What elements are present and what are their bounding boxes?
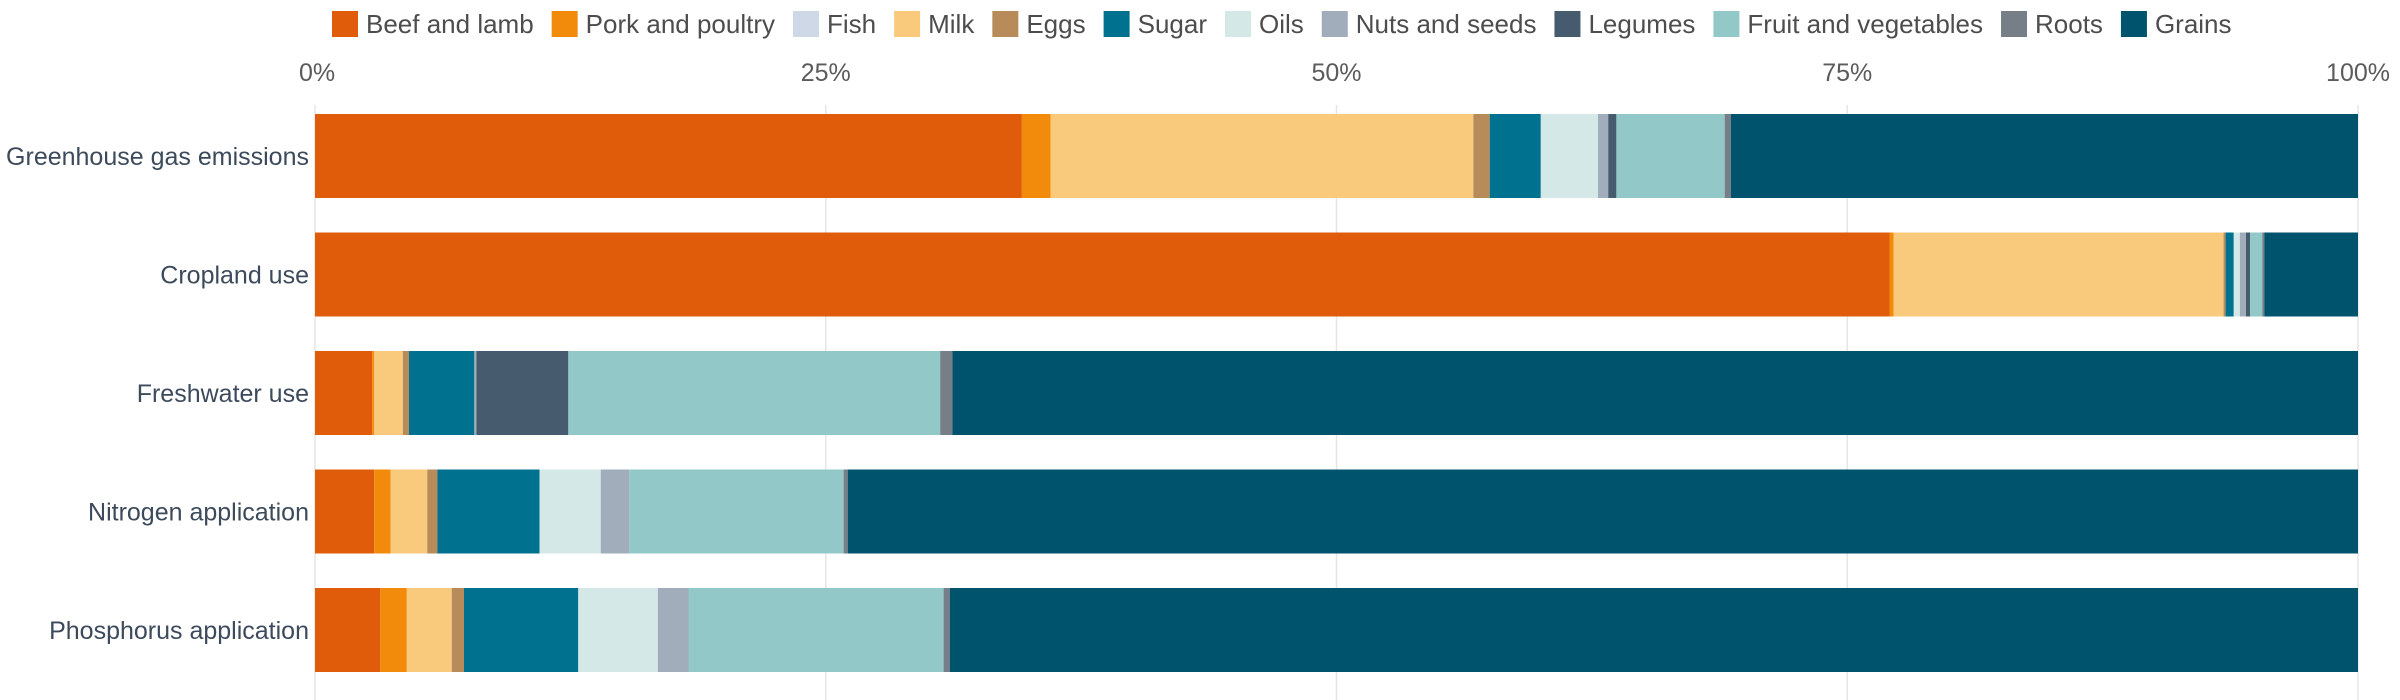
category-label-cropland-use: Cropland use [160, 262, 309, 290]
bar-segment-cropland-use-eggs [2223, 232, 2226, 317]
bar-segment-freshwater-use-legumes [476, 351, 569, 435]
legend-label-beef-and-lamb: Beef and lamb [366, 9, 534, 39]
bar-segment-freshwater-use-milk [374, 351, 403, 435]
category-label-greenhouse-gas-emissions: Greenhouse gas emissions [6, 143, 309, 171]
legend-label-pork-and-poultry: Pork and poultry [586, 9, 775, 39]
x-tick-label-0: 0% [299, 59, 335, 87]
legend-swatch-sugar [1103, 11, 1130, 37]
bar-segment-greenhouse-gas-emissions-legumes [1608, 114, 1617, 198]
bar-segment-freshwater-use-nuts-and-seeds [474, 351, 477, 435]
bar-segment-phosphorus-application-beef-and-lamb [315, 588, 381, 672]
legend-label-nuts-and-seeds: Nuts and seeds [1356, 9, 1537, 39]
bar-segment-greenhouse-gas-emissions-pork-and-poultry [1021, 114, 1051, 198]
x-tick-label-50: 50% [1311, 59, 1361, 87]
bar-segment-phosphorus-application-milk [406, 588, 452, 672]
category-label-freshwater-use: Freshwater use [137, 380, 309, 408]
bar-segment-cropland-use-roots [2262, 232, 2265, 317]
bar-segment-cropland-use-legumes [2245, 232, 2251, 317]
bar-segment-greenhouse-gas-emissions-nuts-and-seeds [1598, 114, 1609, 198]
bar-segment-phosphorus-application-grains [949, 588, 2358, 672]
bar-segment-nitrogen-application-sugar [437, 469, 540, 554]
bar-segment-phosphorus-application-pork-and-poultry [380, 588, 407, 672]
bar-segment-freshwater-use-beef-and-lamb [315, 351, 373, 435]
bar-segment-phosphorus-application-roots [943, 588, 950, 672]
bar-segment-freshwater-use-roots [940, 351, 953, 435]
legend-swatch-legumes [1554, 11, 1581, 37]
category-label-phosphorus-application: Phosphorus application [49, 617, 309, 645]
bar-segment-greenhouse-gas-emissions-grains [1730, 114, 2358, 198]
bar-segment-freshwater-use-grains [952, 351, 2358, 435]
legend-swatch-beef-and-lamb [332, 11, 358, 37]
bar-segment-cropland-use-grains [2264, 232, 2358, 317]
bar-segment-cropland-use-nuts-and-seeds [2239, 232, 2246, 317]
legend-label-legumes: Legumes [1588, 9, 1695, 39]
bar-segment-cropland-use-fruit-and-vegetables [2250, 232, 2263, 317]
y-axis-categories: Greenhouse gas emissions Cropland use Fres… [6, 143, 309, 645]
legend-label-fruit-and-vegetables: Fruit and vegetables [1747, 9, 1983, 39]
bar-segment-phosphorus-application-sugar [463, 588, 579, 672]
bar-segment-greenhouse-gas-emissions-sugar [1489, 114, 1541, 198]
legend-swatch-fruit-and-vegetables [1713, 11, 1740, 37]
legend-swatch-roots [2001, 11, 2028, 37]
bar-segment-nitrogen-application-nuts-and-seeds [600, 469, 630, 554]
bar-segment-phosphorus-application-eggs [451, 588, 464, 672]
category-label-nitrogen-application: Nitrogen application [88, 499, 309, 527]
bar-segment-nitrogen-application-grains [847, 469, 2358, 554]
legend-label-oils: Oils [1259, 9, 1304, 39]
bar-segment-phosphorus-application-fruit-and-vegetables [688, 588, 944, 672]
x-tick-label-100: 100% [2326, 59, 2390, 87]
chart-legend: Beef and lamb Pork and poultry Fish Milk Egg… [332, 9, 2232, 39]
x-axis-ticks: 0% 25% 50% 75% 100% [299, 59, 2390, 87]
chart-bars [315, 114, 2358, 672]
bar-segment-freshwater-use-eggs [402, 351, 409, 435]
bar-segment-greenhouse-gas-emissions-fruit-and-vegetables [1616, 114, 1725, 198]
bar-segment-nitrogen-application-roots [843, 469, 848, 554]
legend-label-roots: Roots [2035, 9, 2103, 39]
legend-label-sugar: Sugar [1138, 9, 1208, 39]
bar-segment-nitrogen-application-oils [539, 469, 601, 554]
legend-label-eggs: Eggs [1026, 9, 1085, 39]
bar-segment-nitrogen-application-pork-and-poultry [374, 469, 391, 554]
bar-segment-freshwater-use-sugar [408, 351, 475, 435]
bar-segment-greenhouse-gas-emissions-oils [1540, 114, 1599, 198]
bar-segment-greenhouse-gas-emissions-roots [1724, 114, 1731, 198]
x-tick-label-75: 75% [1822, 59, 1872, 87]
legend-swatch-fish [793, 11, 819, 37]
bar-segment-cropland-use-oils [2233, 232, 2240, 317]
bar-segment-cropland-use-sugar [2225, 232, 2234, 317]
bar-segment-cropland-use-milk [1893, 232, 2224, 317]
legend-swatch-eggs [992, 11, 1019, 37]
legend-swatch-nuts-and-seeds [1321, 11, 1348, 37]
bar-segment-nitrogen-application-fruit-and-vegetables [629, 469, 844, 554]
legend-swatch-milk [894, 11, 921, 37]
legend-label-milk: Milk [928, 9, 975, 39]
bar-segment-nitrogen-application-beef-and-lamb [315, 469, 375, 554]
legend-label-fish: Fish [827, 9, 876, 39]
bar-segment-phosphorus-application-nuts-and-seeds [657, 588, 689, 672]
bar-segment-freshwater-use-pork-and-poultry [372, 351, 375, 435]
bar-segment-cropland-use-beef-and-lamb [315, 232, 1890, 317]
bar-segment-cropland-use-pork-and-poultry [1889, 232, 1894, 317]
bar-segment-nitrogen-application-eggs [427, 469, 438, 554]
bar-segment-greenhouse-gas-emissions-milk [1050, 114, 1474, 198]
x-tick-label-25: 25% [801, 59, 851, 87]
legend-swatch-oils [1225, 11, 1251, 37]
legend-swatch-grains [2120, 11, 2147, 37]
bar-segment-phosphorus-application-oils [578, 588, 658, 672]
legend-label-grains: Grains [2155, 9, 2232, 39]
bar-segment-nitrogen-application-milk [390, 469, 428, 554]
bar-segment-freshwater-use-fruit-and-vegetables [568, 351, 941, 435]
legend-swatch-pork-and-poultry [551, 11, 578, 37]
bar-segment-greenhouse-gas-emissions-beef-and-lamb [315, 114, 1022, 198]
bar-segment-greenhouse-gas-emissions-eggs [1473, 114, 1490, 198]
